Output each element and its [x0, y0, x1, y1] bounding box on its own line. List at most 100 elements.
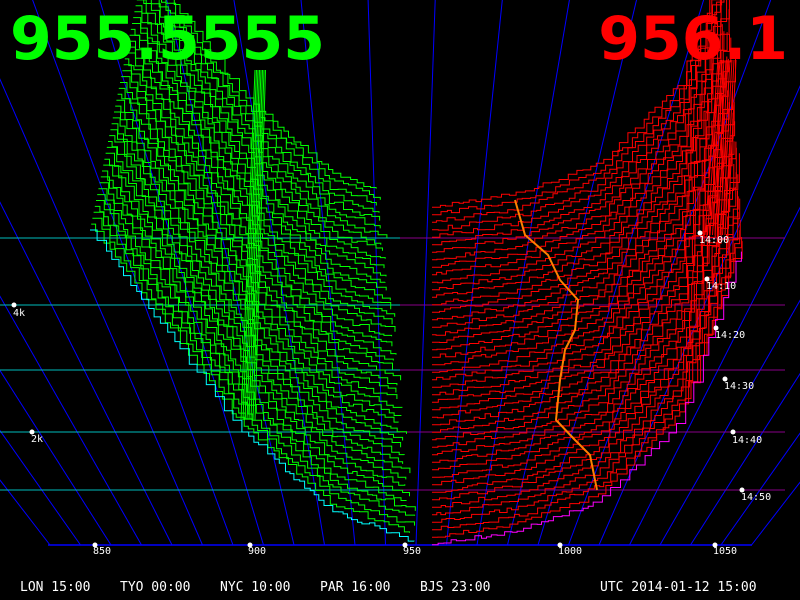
ask-depth-line — [432, 72, 727, 328]
ask-depth-line — [432, 141, 735, 419]
bid-depth-line — [110, 129, 403, 408]
time-tick-marker — [713, 325, 719, 331]
price-label: 950 — [403, 546, 422, 557]
bid-depth-line — [91, 223, 410, 533]
ask-depth-line — [432, 82, 729, 343]
ask-depth-line — [432, 121, 736, 403]
bid-depth-line — [121, 76, 393, 337]
bid-depth-line — [102, 170, 404, 464]
ask-depth-line — [432, 0, 721, 238]
bid-depth-line — [132, 23, 385, 269]
bid-depth-line — [106, 146, 407, 434]
price-label: 900 — [248, 546, 267, 557]
ask-price: 956.1 — [598, 4, 788, 74]
grid-line — [233, 0, 325, 546]
ask-depth-line — [432, 174, 739, 463]
grid-line — [32, 0, 234, 546]
grid-line — [0, 201, 173, 546]
bid-depth-line — [128, 40, 387, 291]
ask-depth-line — [432, 37, 732, 306]
ask-depth-line — [432, 102, 735, 381]
bid-spike — [240, 69, 256, 421]
time-tick-marker — [722, 376, 728, 382]
ask-depth-line — [432, 0, 728, 253]
bid-depth-line — [115, 105, 402, 381]
ask-depth-line — [432, 147, 737, 433]
ask-depth-line — [432, 2, 722, 246]
grid-line — [751, 481, 800, 546]
depth-tick-marker — [29, 429, 35, 435]
ask-depth-line — [432, 237, 743, 531]
bid-depth-line — [97, 194, 410, 497]
bid-depth-line — [94, 205, 416, 511]
depth-label: 4k — [13, 308, 26, 319]
ask-depth-line — [432, 0, 723, 216]
price-tick-marker — [712, 542, 718, 548]
price-label: 1050 — [713, 546, 738, 557]
ask-spike — [727, 59, 737, 236]
bid-depth-line — [123, 64, 393, 325]
grid-line — [0, 479, 51, 546]
ask-spike — [717, 59, 729, 236]
time-label: 14:10 — [706, 281, 737, 292]
depth-label: 2k — [31, 434, 44, 445]
ask-depth-line — [432, 9, 730, 276]
price-label: 1000 — [558, 546, 583, 557]
time-label: 14:00 — [699, 235, 730, 246]
ask-depth-line — [432, 112, 734, 388]
time-label: 14:40 — [732, 435, 763, 446]
bid-depth-line — [93, 211, 416, 516]
time-label: 14:20 — [715, 330, 746, 341]
ask-depth-line — [432, 211, 739, 501]
ask-spike — [719, 59, 731, 236]
bid-depth-line — [105, 152, 404, 441]
clock-lon: LON 15:00 — [20, 580, 91, 595]
ask-depth-line — [432, 58, 729, 321]
bid-price: 955.5555 — [10, 4, 326, 74]
bid-depth-line — [90, 229, 415, 542]
ask-depth-line — [432, 218, 739, 508]
ask-depth-line — [432, 198, 741, 493]
ask-spike — [704, 59, 719, 236]
price-tick-marker — [557, 542, 563, 548]
ask-depth-line — [432, 31, 725, 284]
price-label: 850 — [93, 546, 112, 557]
time-tick-marker — [739, 487, 745, 493]
bid-depth-line — [92, 217, 415, 526]
ask-depth-line — [432, 102, 730, 366]
grid-line — [0, 295, 142, 546]
ask-depth-line — [432, 141, 737, 426]
price-tick-marker — [402, 542, 408, 548]
price-tick-marker — [247, 542, 253, 548]
ask-depth-line — [432, 56, 728, 313]
bid-spike — [248, 69, 262, 421]
bid-depth-line — [104, 158, 402, 448]
bid-depth-line — [114, 111, 398, 386]
ask-depth-line — [432, 186, 737, 471]
ask-spike — [712, 59, 725, 236]
ask-depth-line — [432, 0, 725, 231]
utc-clock: UTC 2014-01-12 15:00 — [600, 580, 757, 595]
ask-depth-line — [432, 53, 736, 336]
bid-spike — [246, 69, 260, 421]
ask-depth-line — [432, 0, 711, 208]
bid-depth-line — [130, 28, 387, 277]
bid-spike — [250, 69, 263, 421]
clock-tyo: TYO 00:00 — [120, 580, 191, 595]
grid-line — [446, 0, 503, 546]
grid-line — [629, 206, 800, 546]
ask-depth-line — [432, 90, 729, 351]
ask-spike — [707, 59, 721, 236]
bid-depth-line — [173, 0, 377, 189]
grid-line — [415, 0, 436, 546]
ask-spike — [722, 59, 733, 236]
ask-depth-line — [432, 118, 734, 396]
bid-spike — [254, 69, 266, 421]
bid-depth-line — [111, 123, 398, 399]
ask-depth-line — [432, 219, 741, 516]
ask-depth-line — [432, 33, 730, 298]
grid-line — [0, 369, 112, 546]
grid-line — [0, 78, 203, 546]
